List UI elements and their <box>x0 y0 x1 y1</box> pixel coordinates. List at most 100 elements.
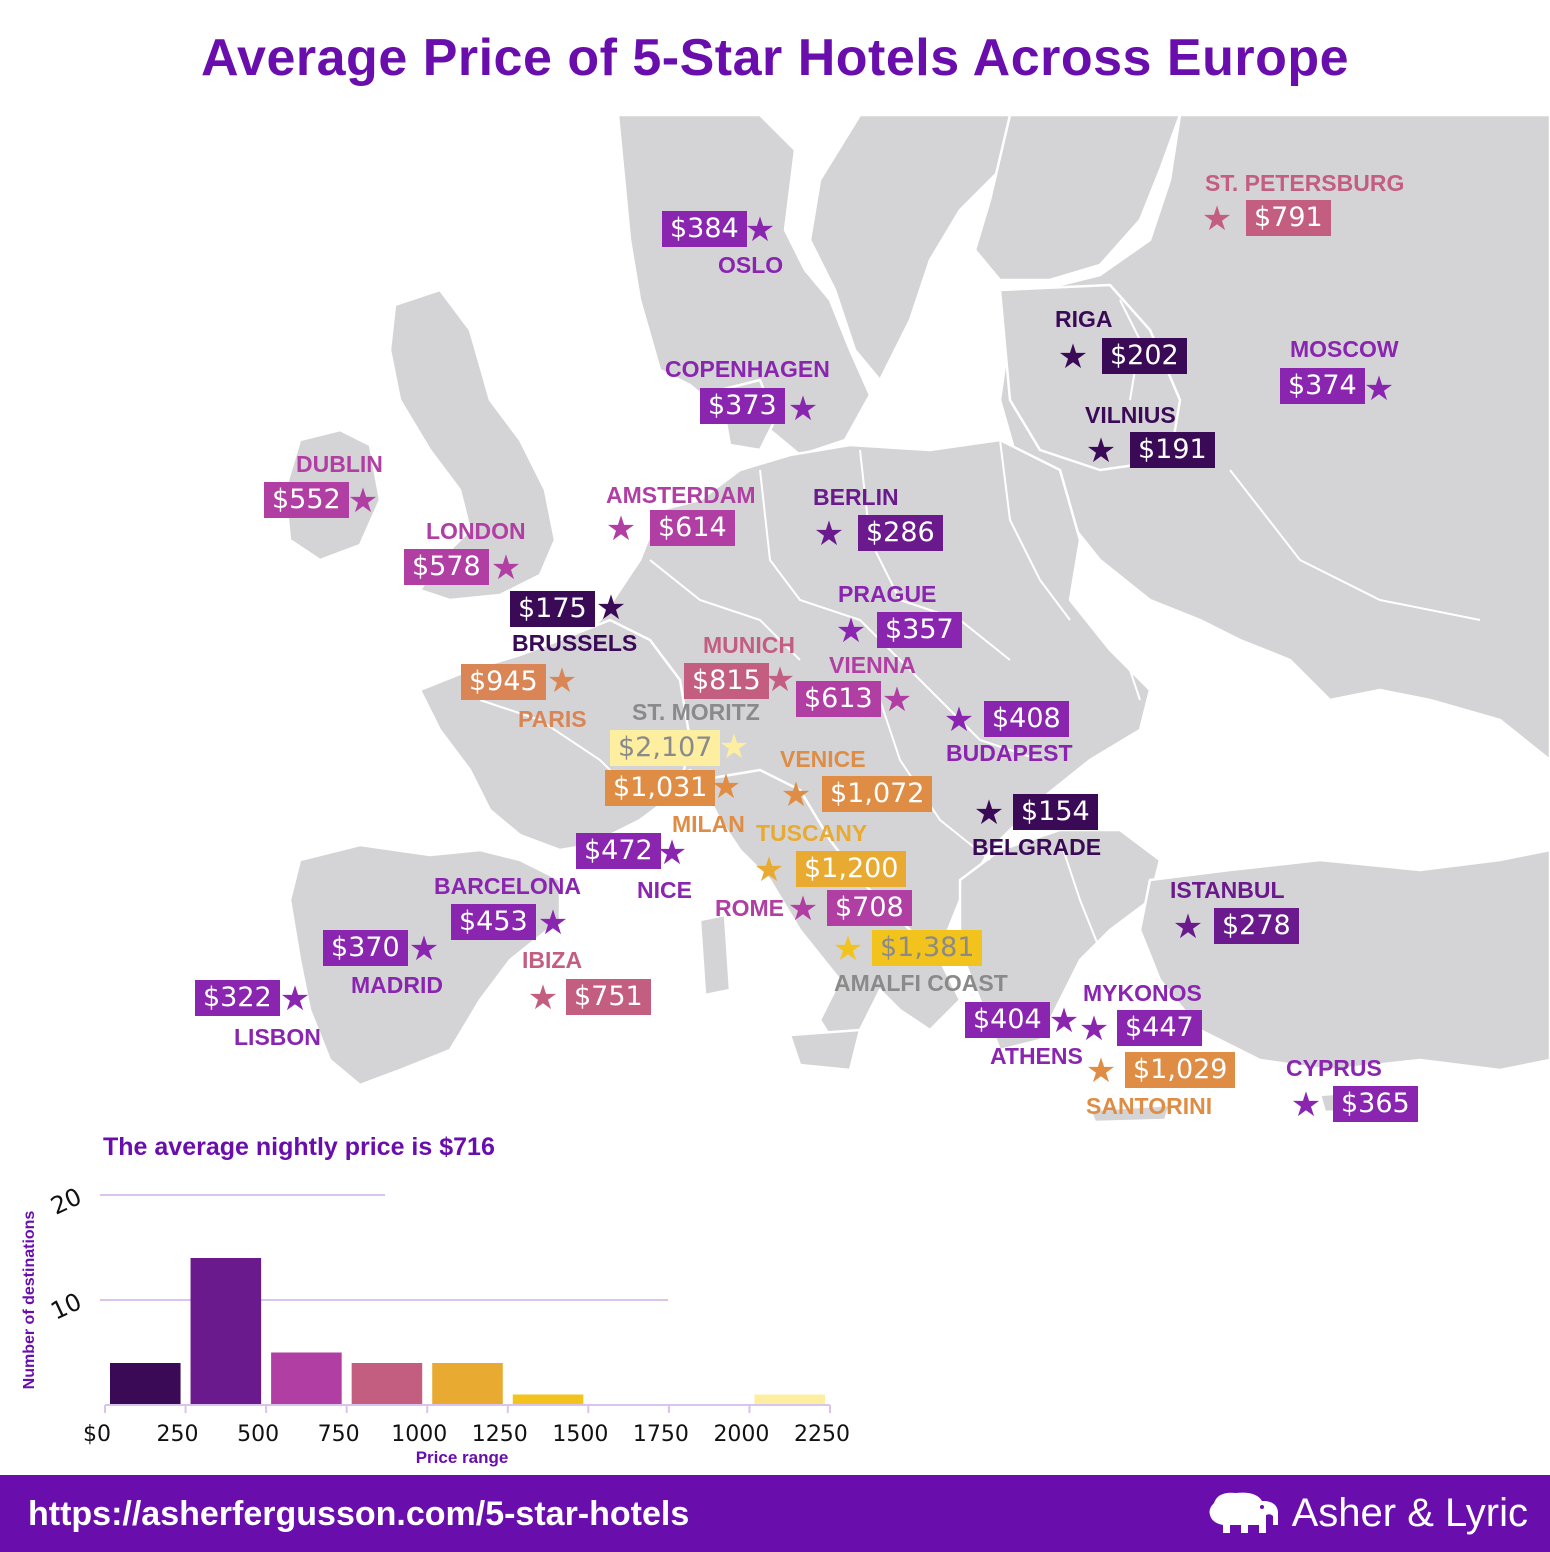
star-icon: ★ <box>1078 1010 1110 1048</box>
star-icon: ★ <box>813 515 845 553</box>
price-tag-nice: $472 <box>576 833 661 869</box>
price-tag-moscow: $374 <box>1280 368 1365 404</box>
star-icon: ★ <box>1172 908 1204 946</box>
price-tag-rome: $708 <box>827 890 912 926</box>
x-tick-label: 2250 <box>794 1422 850 1447</box>
city-name-budapest: BUDAPEST <box>946 740 1073 766</box>
price-tag-ibiza: $751 <box>566 979 651 1015</box>
histogram-bar <box>110 1363 181 1405</box>
city-name-munich: MUNICH <box>703 632 795 658</box>
star-icon: ★ <box>835 612 867 650</box>
price-tag-tuscany: $1,200 <box>796 851 907 887</box>
price-tag-milan: $1,031 <box>605 770 716 806</box>
star-icon: ★ <box>1201 200 1233 238</box>
city-name-amsterdam: AMSTERDAM <box>606 482 756 508</box>
star-icon: ★ <box>787 890 819 928</box>
black-sea <box>1170 710 1500 850</box>
price-tag-mykonos: $447 <box>1117 1010 1202 1046</box>
price-tag-madrid: $370 <box>323 930 408 966</box>
city-name-venice: VENICE <box>780 746 866 772</box>
star-icon: ★ <box>780 776 812 814</box>
star-icon: ★ <box>527 979 559 1017</box>
price-tag-copenhagen: $373 <box>700 388 785 424</box>
city-name-mykonos: MYKONOS <box>1083 980 1202 1006</box>
city-name-barcelona: BARCELONA <box>434 873 581 899</box>
city-name-milan: MILAN <box>672 811 745 837</box>
x-tick-label: $0 <box>83 1422 111 1447</box>
city-name-madrid: MADRID <box>351 972 443 998</box>
price-tag-venice: $1,072 <box>822 776 933 812</box>
x-tick-label: 1500 <box>552 1422 608 1447</box>
price-tag-riga: $202 <box>1102 338 1187 374</box>
city-name-copenhagen: COPENHAGEN <box>665 356 830 382</box>
price-tag-lisbon: $322 <box>195 980 280 1016</box>
x-axis-title: Price range <box>416 1448 509 1467</box>
price-tag-cyprus: $365 <box>1333 1086 1418 1122</box>
city-name-rome: ROME <box>715 895 784 921</box>
brand-logo: Asher & Lyric <box>1204 1487 1528 1539</box>
star-icon: ★ <box>537 904 569 942</box>
price-tag-paris: $945 <box>461 664 546 700</box>
city-name-prague: PRAGUE <box>838 581 937 607</box>
page-title: Average Price of 5-Star Hotels Across Eu… <box>200 29 1350 87</box>
y-tick-label: 10 <box>46 1287 86 1325</box>
city-name-tuscany: TUSCANY <box>756 820 868 846</box>
x-tick-label: 1000 <box>391 1422 447 1447</box>
city-name-brussels: BRUSSELS <box>512 630 638 656</box>
star-icon: ★ <box>1290 1086 1322 1124</box>
star-icon: ★ <box>753 851 785 889</box>
price-tag-dublin: $552 <box>264 482 349 518</box>
price-tag-berlin: $286 <box>858 515 943 551</box>
city-name-st-petersburg: ST. PETERSBURG <box>1205 170 1405 196</box>
y-axis-title: Number of destinations <box>21 1211 38 1390</box>
city-name-moscow: MOSCOW <box>1290 336 1399 362</box>
price-tag-munich: $815 <box>684 663 769 699</box>
price-tag-belgrade: $154 <box>1013 794 1098 830</box>
elephant-icon <box>1209 1492 1278 1533</box>
price-tag-oslo: $384 <box>662 211 747 247</box>
star-icon: ★ <box>595 589 627 627</box>
price-tag-barcelona: $453 <box>451 904 536 940</box>
star-icon: ★ <box>832 930 864 968</box>
city-name-amalfi-coast: AMALFI COAST <box>834 970 1008 996</box>
city-name-dublin: DUBLIN <box>296 451 383 477</box>
price-tag-istanbul: $278 <box>1214 908 1299 944</box>
star-icon: ★ <box>718 728 750 766</box>
star-icon: ★ <box>347 482 379 520</box>
price-tag-prague: $357 <box>877 612 962 648</box>
city-name-vilnius: VILNIUS <box>1085 402 1176 428</box>
star-icon: ★ <box>490 549 522 587</box>
histogram-bar <box>351 1363 423 1405</box>
star-icon: ★ <box>279 980 311 1018</box>
city-name-oslo: OSLO <box>718 252 784 278</box>
land-britain <box>388 288 557 602</box>
star-icon: ★ <box>656 834 688 872</box>
city-name-cyprus: CYPRUS <box>1286 1055 1382 1081</box>
star-icon: ★ <box>605 510 637 548</box>
star-icon: ★ <box>744 211 776 249</box>
city-name-lisbon: LISBON <box>234 1024 321 1050</box>
star-icon: ★ <box>973 794 1005 832</box>
price-tag-vienna: $613 <box>796 681 881 717</box>
price-tag-athens: $404 <box>965 1002 1050 1038</box>
price-histogram: 10 20 $0 250 500 750 1000 1250 1500 1750 2000 2250 P… <box>21 1182 850 1467</box>
star-icon: ★ <box>408 930 440 968</box>
land-scandinavia <box>616 113 872 457</box>
y-tick-label: 20 <box>46 1182 86 1220</box>
city-name-berlin: BERLIN <box>813 484 899 510</box>
x-tick-label: 2000 <box>713 1422 769 1447</box>
land-turkey <box>1138 848 1550 1072</box>
city-name-riga: RIGA <box>1055 306 1113 332</box>
price-tag-brussels: $175 <box>510 591 595 627</box>
city-name-paris: PARIS <box>518 706 587 732</box>
footer-bar: https://asherfergusson.com/5-star-hotels… <box>0 1475 1550 1552</box>
histogram-bar <box>512 1394 584 1405</box>
price-tag-st-petersburg: $791 <box>1246 200 1331 236</box>
footer-url[interactable]: https://asherfergusson.com/5-star-hotels <box>28 1495 690 1533</box>
city-name-santorini: SANTORINI <box>1086 1093 1213 1119</box>
x-tick-label: 250 <box>157 1422 199 1447</box>
star-icon: ★ <box>764 661 796 699</box>
city-name-ibiza: IBIZA <box>522 947 583 973</box>
x-tick-label: 1750 <box>633 1422 689 1447</box>
city-name-athens: ATHENS <box>990 1043 1083 1069</box>
